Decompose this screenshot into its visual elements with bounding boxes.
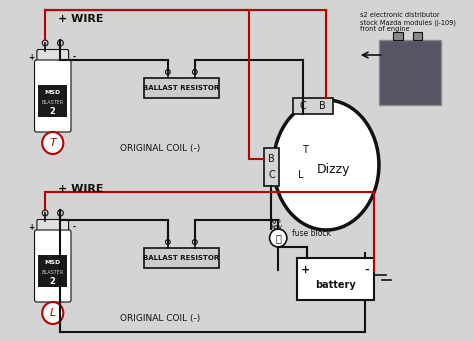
Text: +: +: [28, 53, 35, 61]
Text: L: L: [50, 308, 56, 318]
Text: 2: 2: [50, 106, 56, 116]
Text: ORIGINAL COIL (-): ORIGINAL COIL (-): [120, 313, 200, 323]
Bar: [292, 98, 333, 114]
FancyBboxPatch shape: [35, 60, 71, 132]
Text: MSD: MSD: [45, 261, 61, 266]
Circle shape: [57, 40, 64, 46]
Bar: [38, 85, 67, 117]
Circle shape: [165, 70, 170, 74]
Text: BALLAST RESISTOR: BALLAST RESISTOR: [143, 85, 219, 91]
Text: C: C: [268, 170, 275, 180]
Text: ⚿: ⚿: [275, 233, 281, 243]
Text: Dizzy: Dizzy: [317, 163, 351, 177]
FancyBboxPatch shape: [37, 220, 69, 235]
Text: +: +: [28, 222, 35, 232]
Bar: [393, 32, 403, 40]
Text: T: T: [302, 145, 308, 155]
Text: ORIGINAL COIL (-): ORIGINAL COIL (-): [120, 144, 200, 152]
Text: C: C: [300, 101, 307, 111]
Text: s2 electronic distributor
stock Mazda modules (J-109)
front of engine: s2 electronic distributor stock Mazda mo…: [360, 12, 456, 32]
Bar: [144, 248, 219, 268]
Text: 2: 2: [50, 277, 56, 285]
Bar: [379, 40, 441, 105]
Circle shape: [270, 229, 287, 247]
Circle shape: [42, 210, 48, 216]
Text: -: -: [364, 265, 369, 275]
Text: MSD: MSD: [45, 90, 61, 95]
Text: -: -: [73, 53, 75, 61]
Text: B: B: [319, 101, 326, 111]
Text: B: B: [268, 154, 275, 164]
Text: + WIRE: + WIRE: [57, 14, 103, 24]
Circle shape: [192, 70, 197, 74]
Circle shape: [42, 132, 64, 154]
Text: BLASTER: BLASTER: [42, 269, 64, 275]
Text: fuse block: fuse block: [292, 228, 331, 237]
Text: + WIRE: + WIRE: [57, 184, 103, 194]
Text: BALLAST RESISTOR: BALLAST RESISTOR: [143, 255, 219, 261]
Bar: [412, 32, 422, 40]
Text: BLASTER: BLASTER: [42, 100, 64, 104]
Circle shape: [57, 210, 64, 216]
FancyBboxPatch shape: [35, 230, 71, 302]
Circle shape: [165, 239, 170, 244]
Bar: [38, 255, 67, 287]
Text: -: -: [73, 222, 75, 232]
Ellipse shape: [273, 100, 379, 230]
Text: battery: battery: [315, 280, 356, 290]
FancyBboxPatch shape: [37, 49, 69, 64]
Bar: [297, 258, 374, 300]
Circle shape: [42, 40, 48, 46]
Circle shape: [192, 239, 197, 244]
Text: +: +: [301, 265, 310, 275]
Text: L: L: [298, 170, 303, 180]
Text: T: T: [49, 138, 56, 148]
Circle shape: [42, 302, 64, 324]
Bar: [264, 148, 279, 186]
Bar: [144, 78, 219, 98]
Text: ign
key: ign key: [270, 218, 283, 231]
